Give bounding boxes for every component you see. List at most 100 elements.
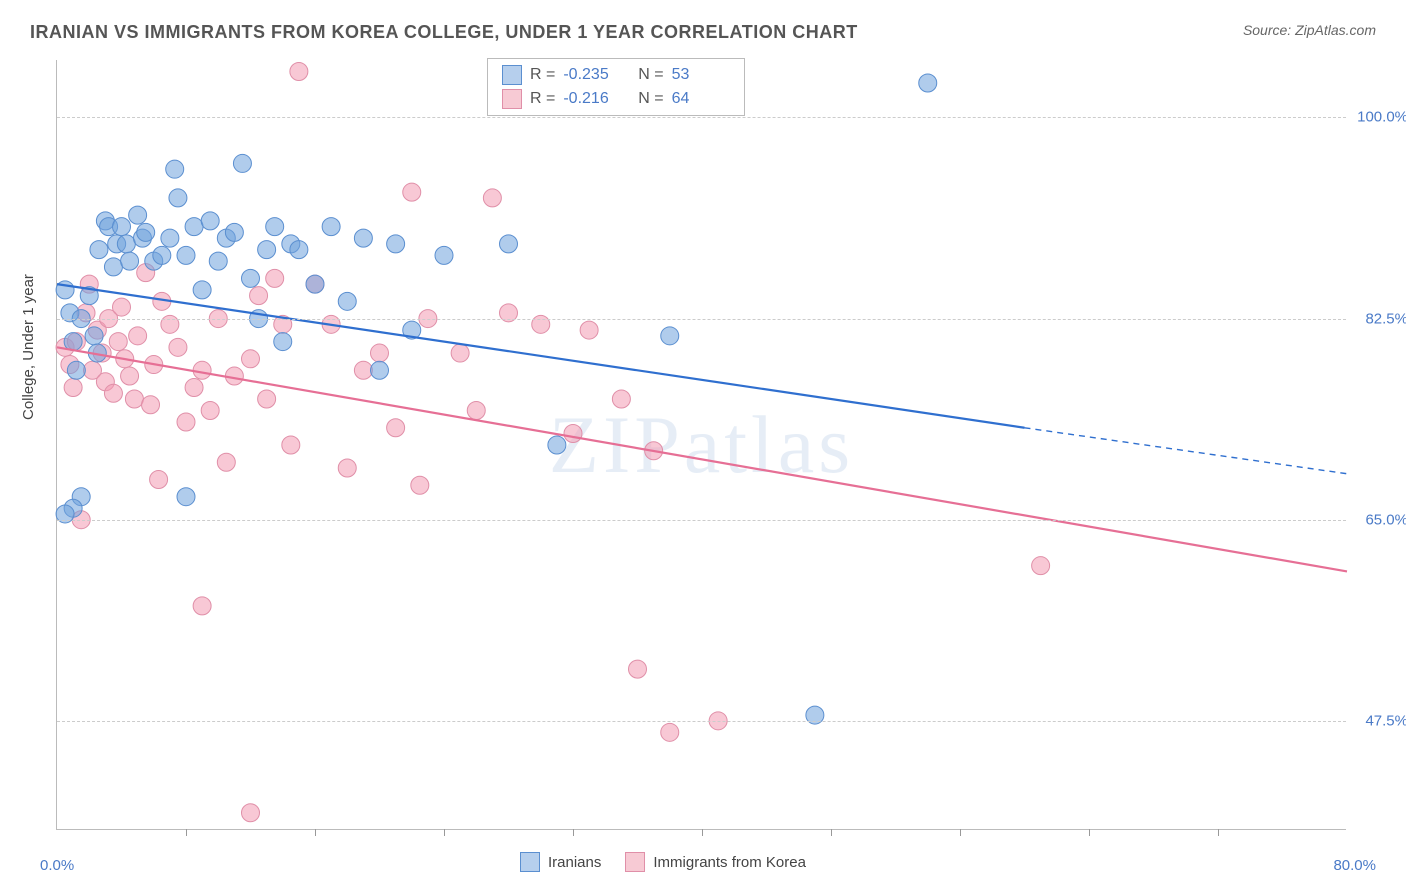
scatter-point: [193, 281, 211, 299]
scatter-point: [104, 258, 122, 276]
scatter-point: [661, 723, 679, 741]
scatter-point: [169, 189, 187, 207]
scatter-point: [266, 269, 284, 287]
scatter-point: [612, 390, 630, 408]
scatter-point: [290, 241, 308, 259]
source-attribution: Source: ZipAtlas.com: [1243, 22, 1376, 38]
x-tick: [315, 829, 316, 836]
regression-line-extrapolated: [1025, 428, 1348, 474]
scatter-point: [500, 235, 518, 253]
legend-row-iranians: R = -0.235 N = 53: [502, 63, 730, 87]
scatter-point: [580, 321, 598, 339]
legend-label: Immigrants from Korea: [653, 854, 806, 871]
scatter-point: [629, 660, 647, 678]
scatter-point: [274, 333, 292, 351]
x-tick: [186, 829, 187, 836]
scatter-point: [129, 327, 147, 345]
scatter-point: [169, 338, 187, 356]
swatch-pink: [625, 852, 645, 872]
scatter-point: [177, 413, 195, 431]
scatter-point: [225, 223, 243, 241]
gridline: [57, 721, 1346, 722]
scatter-point: [161, 229, 179, 247]
gridline: [57, 319, 1346, 320]
x-tick: [831, 829, 832, 836]
r-label: R =: [530, 66, 555, 84]
scatter-point: [117, 235, 135, 253]
scatter-point: [387, 235, 405, 253]
legend-item-iranians: Iranians: [520, 852, 601, 872]
x-tick: [1218, 829, 1219, 836]
legend-item-korea: Immigrants from Korea: [625, 852, 806, 872]
scatter-point: [411, 476, 429, 494]
scatter-point: [387, 419, 405, 437]
scatter-point: [322, 218, 340, 236]
scatter-point: [661, 327, 679, 345]
scatter-point: [250, 287, 268, 305]
r-label: R =: [530, 90, 555, 108]
scatter-point: [258, 390, 276, 408]
scatter-point: [137, 223, 155, 241]
scatter-point: [354, 229, 372, 247]
swatch-blue: [502, 65, 522, 85]
swatch-blue: [520, 852, 540, 872]
scatter-point: [266, 218, 284, 236]
scatter-point: [919, 74, 937, 92]
scatter-point: [104, 384, 122, 402]
scatter-point: [185, 218, 203, 236]
scatter-point: [209, 252, 227, 270]
scatter-point: [129, 206, 147, 224]
scatter-point: [451, 344, 469, 362]
scatter-point: [64, 379, 82, 397]
x-tick: [702, 829, 703, 836]
n-value-1: 53: [672, 66, 730, 84]
scatter-point: [67, 361, 85, 379]
scatter-point: [185, 379, 203, 397]
scatter-point: [217, 453, 235, 471]
n-label: N =: [629, 90, 663, 108]
scatter-point: [258, 241, 276, 259]
scatter-point: [90, 241, 108, 259]
y-tick-label: 47.5%: [1365, 712, 1406, 729]
scatter-point: [242, 804, 260, 822]
scatter-point: [113, 298, 131, 316]
scatter-point: [242, 350, 260, 368]
scatter-point: [282, 436, 300, 454]
scatter-point: [109, 333, 127, 351]
scatter-point: [177, 488, 195, 506]
scatter-point: [125, 390, 143, 408]
x-tick: [573, 829, 574, 836]
scatter-point: [177, 246, 195, 264]
scatter-point: [290, 62, 308, 80]
scatter-point: [121, 252, 139, 270]
gridline: [57, 520, 1346, 521]
scatter-point: [564, 425, 582, 443]
correlation-legend: R = -0.235 N = 53 R = -0.216 N = 64: [487, 58, 745, 116]
y-tick-label: 82.5%: [1365, 310, 1406, 327]
scatter-point: [150, 470, 168, 488]
legend-row-korea: R = -0.216 N = 64: [502, 87, 730, 111]
x-axis-min-label: 0.0%: [40, 857, 74, 874]
scatter-point: [548, 436, 566, 454]
scatter-point: [1032, 557, 1050, 575]
n-value-2: 64: [672, 90, 730, 108]
scatter-point: [354, 361, 372, 379]
gridline: [57, 117, 1346, 118]
scatter-point: [338, 459, 356, 477]
scatter-point: [113, 218, 131, 236]
scatter-point: [371, 361, 389, 379]
scatter-point: [193, 361, 211, 379]
scatter-point: [85, 327, 103, 345]
scatter-point: [121, 367, 139, 385]
r-value-2: -0.216: [563, 90, 621, 108]
scatter-point: [153, 246, 171, 264]
x-tick: [1089, 829, 1090, 836]
x-tick: [444, 829, 445, 836]
scatter-point: [201, 212, 219, 230]
scatter-svg: [57, 60, 1346, 829]
legend-label: Iranians: [548, 854, 601, 871]
series-legend: Iranians Immigrants from Korea: [520, 852, 806, 872]
scatter-point: [435, 246, 453, 264]
scatter-point: [338, 292, 356, 310]
scatter-point: [483, 189, 501, 207]
